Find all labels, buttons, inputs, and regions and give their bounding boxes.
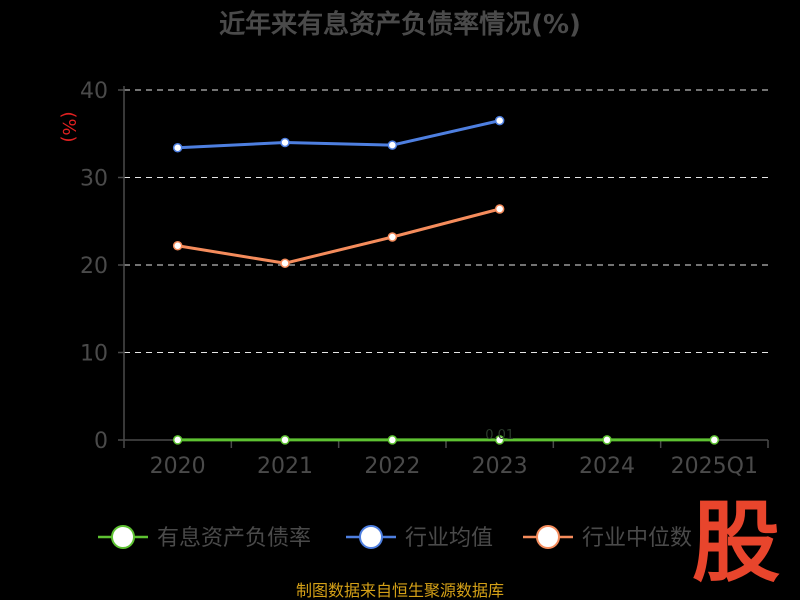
data-point xyxy=(494,115,505,126)
series-line-1 xyxy=(177,119,501,150)
data-source-note: 制图数据来自恒生聚源数据库 xyxy=(296,581,504,600)
x-tick-label: 2022 xyxy=(364,454,420,479)
x-tick-label: 2020 xyxy=(150,454,206,479)
data-point xyxy=(280,435,290,445)
chart-title: 近年来有息资产负债率情况(%) xyxy=(219,9,581,40)
x-tick-label: 2023 xyxy=(472,454,528,479)
x-axis-ticks: 2020 2021 2022 2023 2024 2025Q1 xyxy=(123,440,769,479)
brand-logo: 股 xyxy=(692,491,780,594)
legend-label: 行业中位数 xyxy=(582,526,692,551)
legend-label: 有息资产负债率 xyxy=(157,526,311,551)
data-point xyxy=(602,435,612,445)
data-point xyxy=(387,140,398,150)
data-point xyxy=(494,435,505,445)
x-tick-label: 2024 xyxy=(579,454,635,479)
axes xyxy=(123,86,768,441)
x-tick-label: 2021 xyxy=(257,454,313,479)
gridlines xyxy=(124,89,768,353)
y-axis-ticks: 0 10 20 30 40 xyxy=(80,79,124,454)
data-point xyxy=(280,258,290,268)
data-point xyxy=(709,435,720,445)
data-label: 0.01 xyxy=(485,428,514,443)
y-tick-label: 10 xyxy=(80,342,108,367)
legend-item-1[interactable]: 行业均值 xyxy=(346,525,493,551)
legend[interactable]: 有息资产负债率 行业均值 行业中位数 xyxy=(98,525,692,551)
legend-marker xyxy=(111,525,135,549)
annotations: 0.01 xyxy=(485,428,514,443)
legend-label: 行业均值 xyxy=(405,526,493,551)
data-point xyxy=(387,435,398,445)
legend-item-0[interactable]: 有息资产负债率 xyxy=(98,525,311,551)
data-point xyxy=(172,435,183,445)
y-axis-label: (%) xyxy=(58,111,79,142)
x-tick-label: 2025Q1 xyxy=(671,454,758,479)
data-point xyxy=(172,143,183,153)
legend-item-2[interactable]: 行业中位数 xyxy=(523,525,692,551)
legend-marker xyxy=(359,525,383,549)
y-tick-label: 30 xyxy=(80,167,108,192)
legend-marker xyxy=(536,525,560,549)
y-tick-label: 40 xyxy=(80,79,108,104)
data-point xyxy=(172,241,183,251)
series-lines xyxy=(172,115,720,445)
data-point xyxy=(280,137,290,148)
y-tick-label: 0 xyxy=(94,429,108,454)
data-point xyxy=(387,232,398,242)
data-point xyxy=(494,204,505,214)
series-line-2 xyxy=(177,207,501,265)
y-tick-label: 20 xyxy=(80,254,108,279)
